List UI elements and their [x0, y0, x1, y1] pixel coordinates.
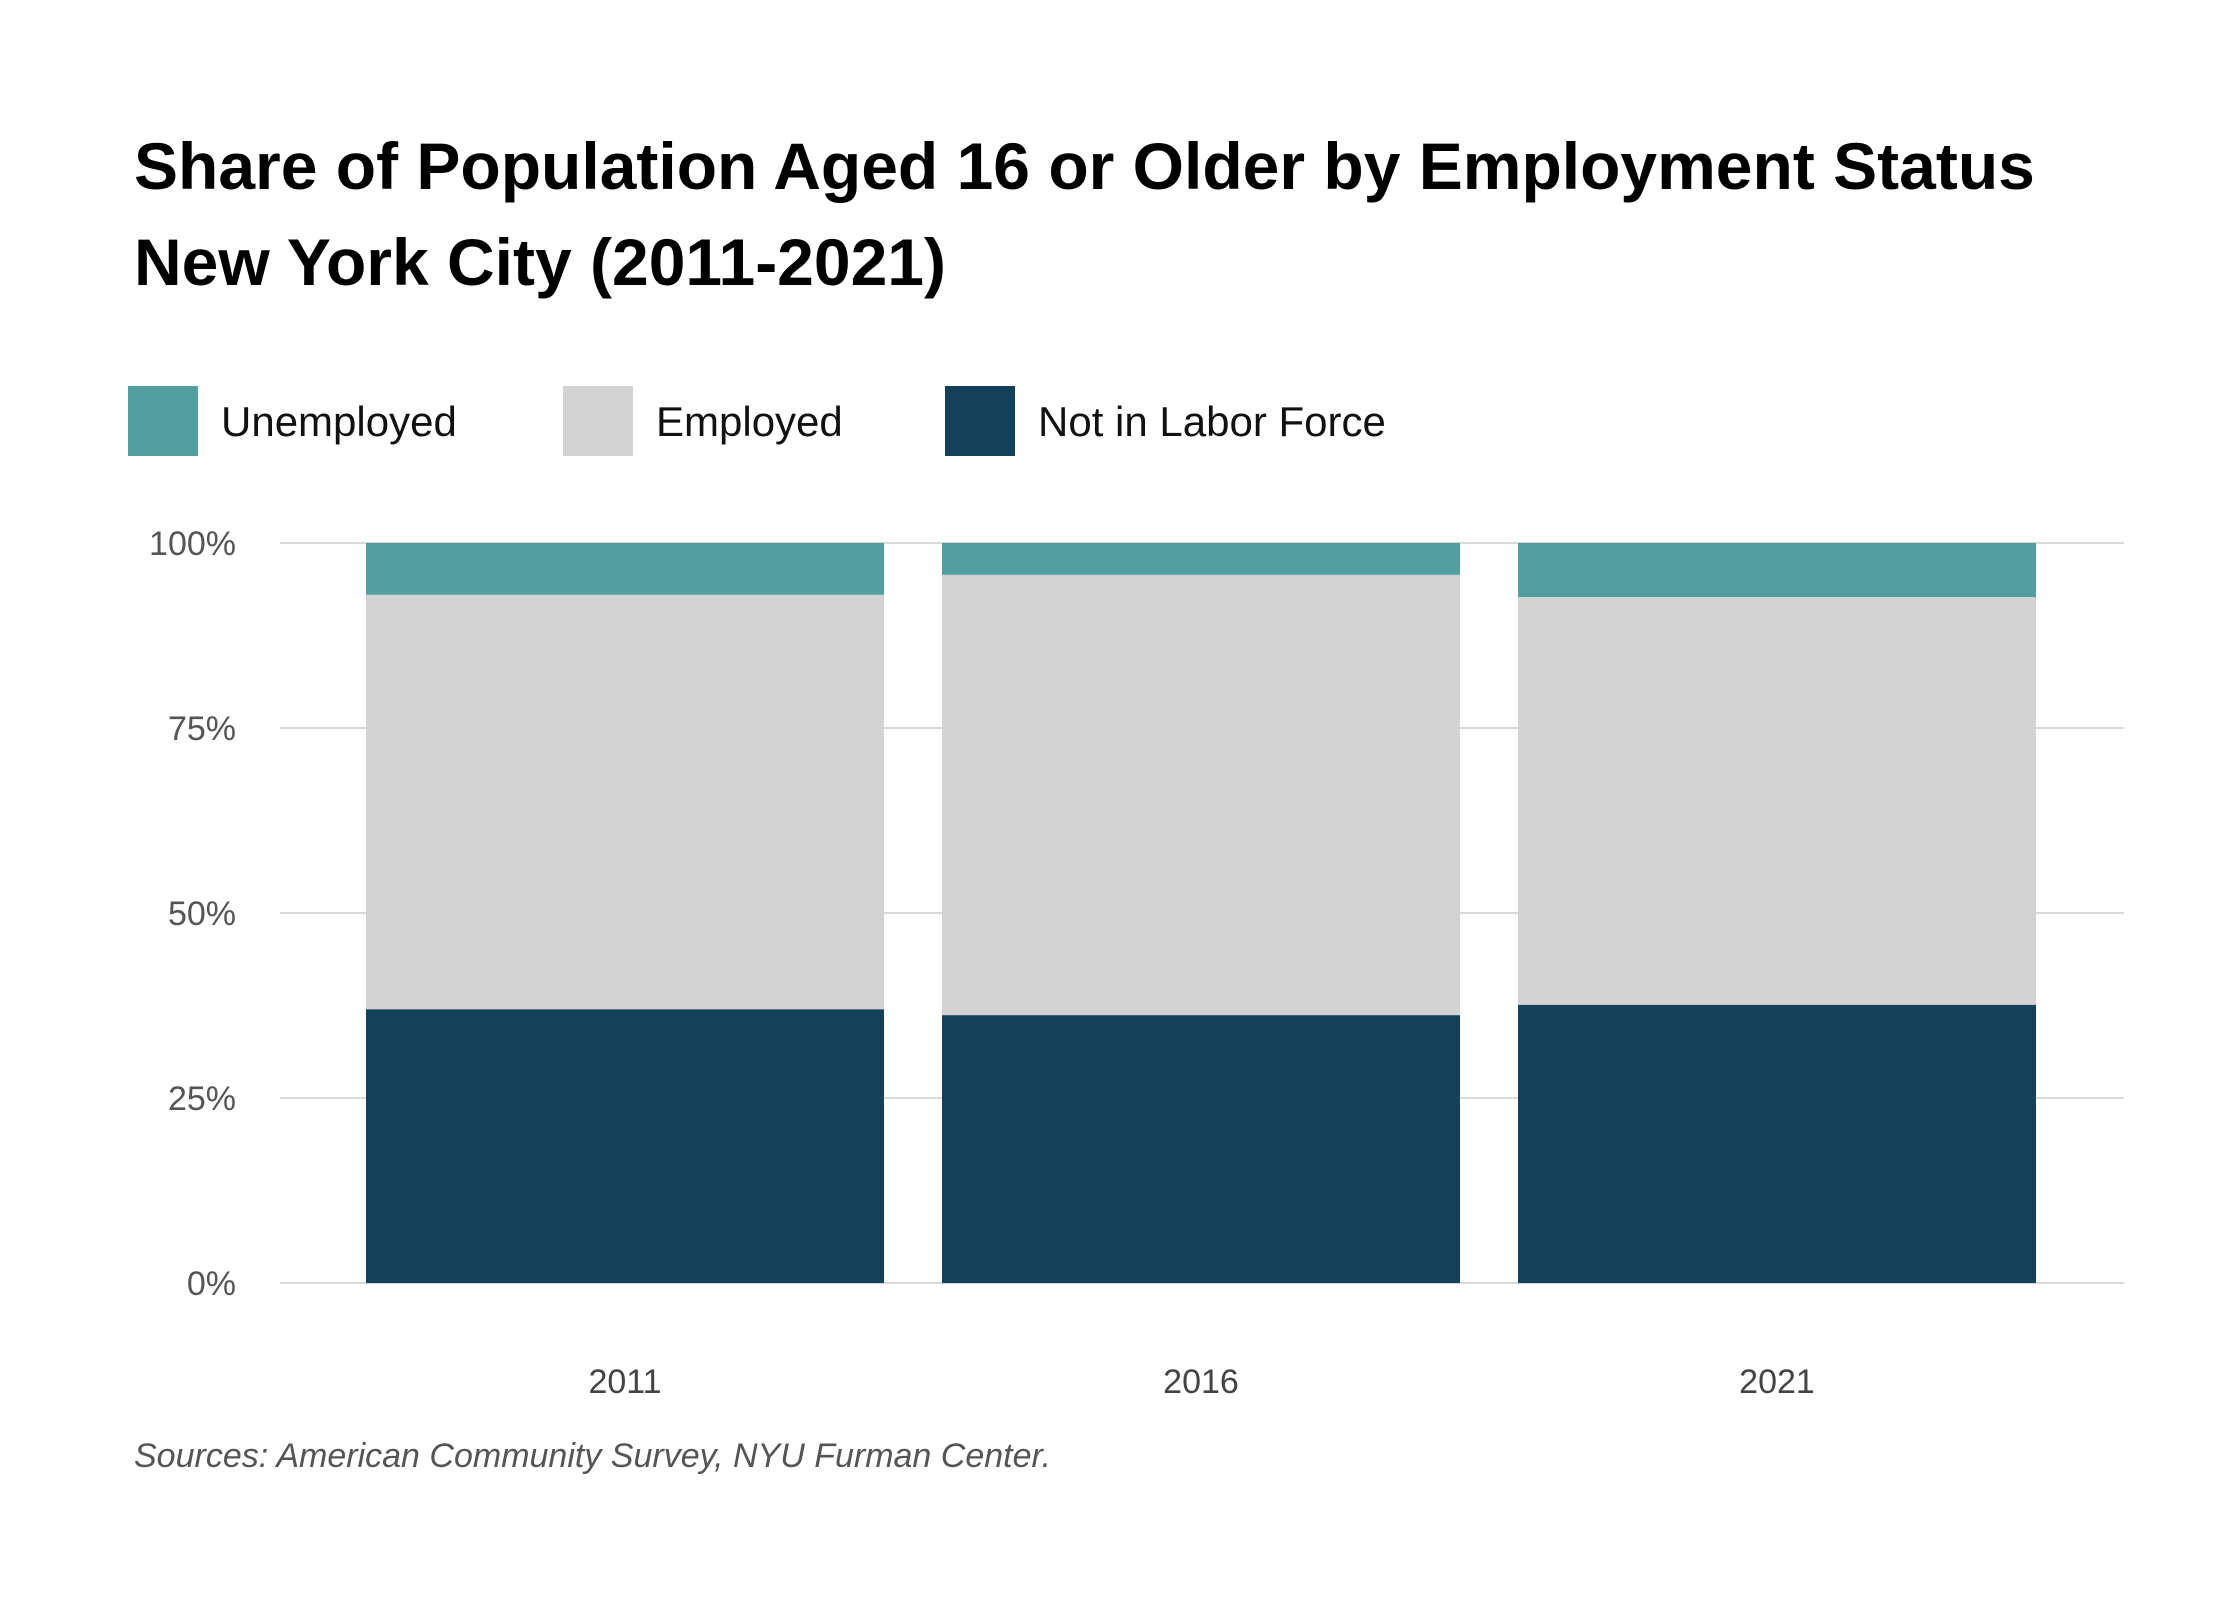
y-tick-label: 25% — [168, 1080, 236, 1118]
legend-label-not-in-labor-force: Not in Labor Force — [1038, 398, 1386, 445]
x-tick-label-2011: 2011 — [588, 1363, 661, 1401]
legend-label-employed: Employed — [656, 398, 843, 445]
x-tick-label-2021: 2021 — [1739, 1363, 1815, 1401]
bar-segment-unemployed-2011 — [366, 543, 884, 595]
y-tick-label: 0% — [187, 1265, 236, 1303]
legend-label-unemployed: Unemployed — [221, 398, 457, 445]
bar-segment-employed-2016 — [942, 574, 1460, 1016]
legend-swatch-not-in-labor-force — [945, 386, 1015, 456]
x-tick-label-2016: 2016 — [1163, 1363, 1239, 1401]
legend-swatch-employed — [563, 386, 633, 456]
y-tick-label: 50% — [168, 895, 236, 933]
legend-swatch-unemployed — [128, 386, 198, 456]
bars — [366, 543, 2036, 1283]
bar-segment-employed-2021 — [1518, 597, 2036, 1005]
bar-segment-employed-2011 — [366, 594, 884, 1010]
x-axis-tick-labels: 2011 2016 2021 — [588, 1363, 1814, 1401]
chart-title-line-1: Share of Population Aged 16 or Older by … — [134, 129, 2035, 203]
bar-segment-not-in-labor-force-2021 — [1518, 1004, 2036, 1283]
source-note: Sources: American Community Survey, NYU … — [134, 1437, 1052, 1475]
chart-title-line-2: New York City (2011-2021) — [134, 225, 946, 299]
y-tick-label: 75% — [168, 710, 236, 748]
bar-segment-not-in-labor-force-2016 — [942, 1015, 1460, 1283]
bar-segment-unemployed-2016 — [942, 543, 1460, 575]
y-tick-label: 100% — [149, 525, 236, 563]
bar-segment-not-in-labor-force-2011 — [366, 1009, 884, 1283]
chart-title: Share of Population Aged 16 or Older by … — [134, 118, 2194, 310]
bar-segment-unemployed-2021 — [1518, 543, 2036, 598]
y-axis-tick-labels: 0% 25% 50% 75% 100% — [149, 525, 236, 1303]
